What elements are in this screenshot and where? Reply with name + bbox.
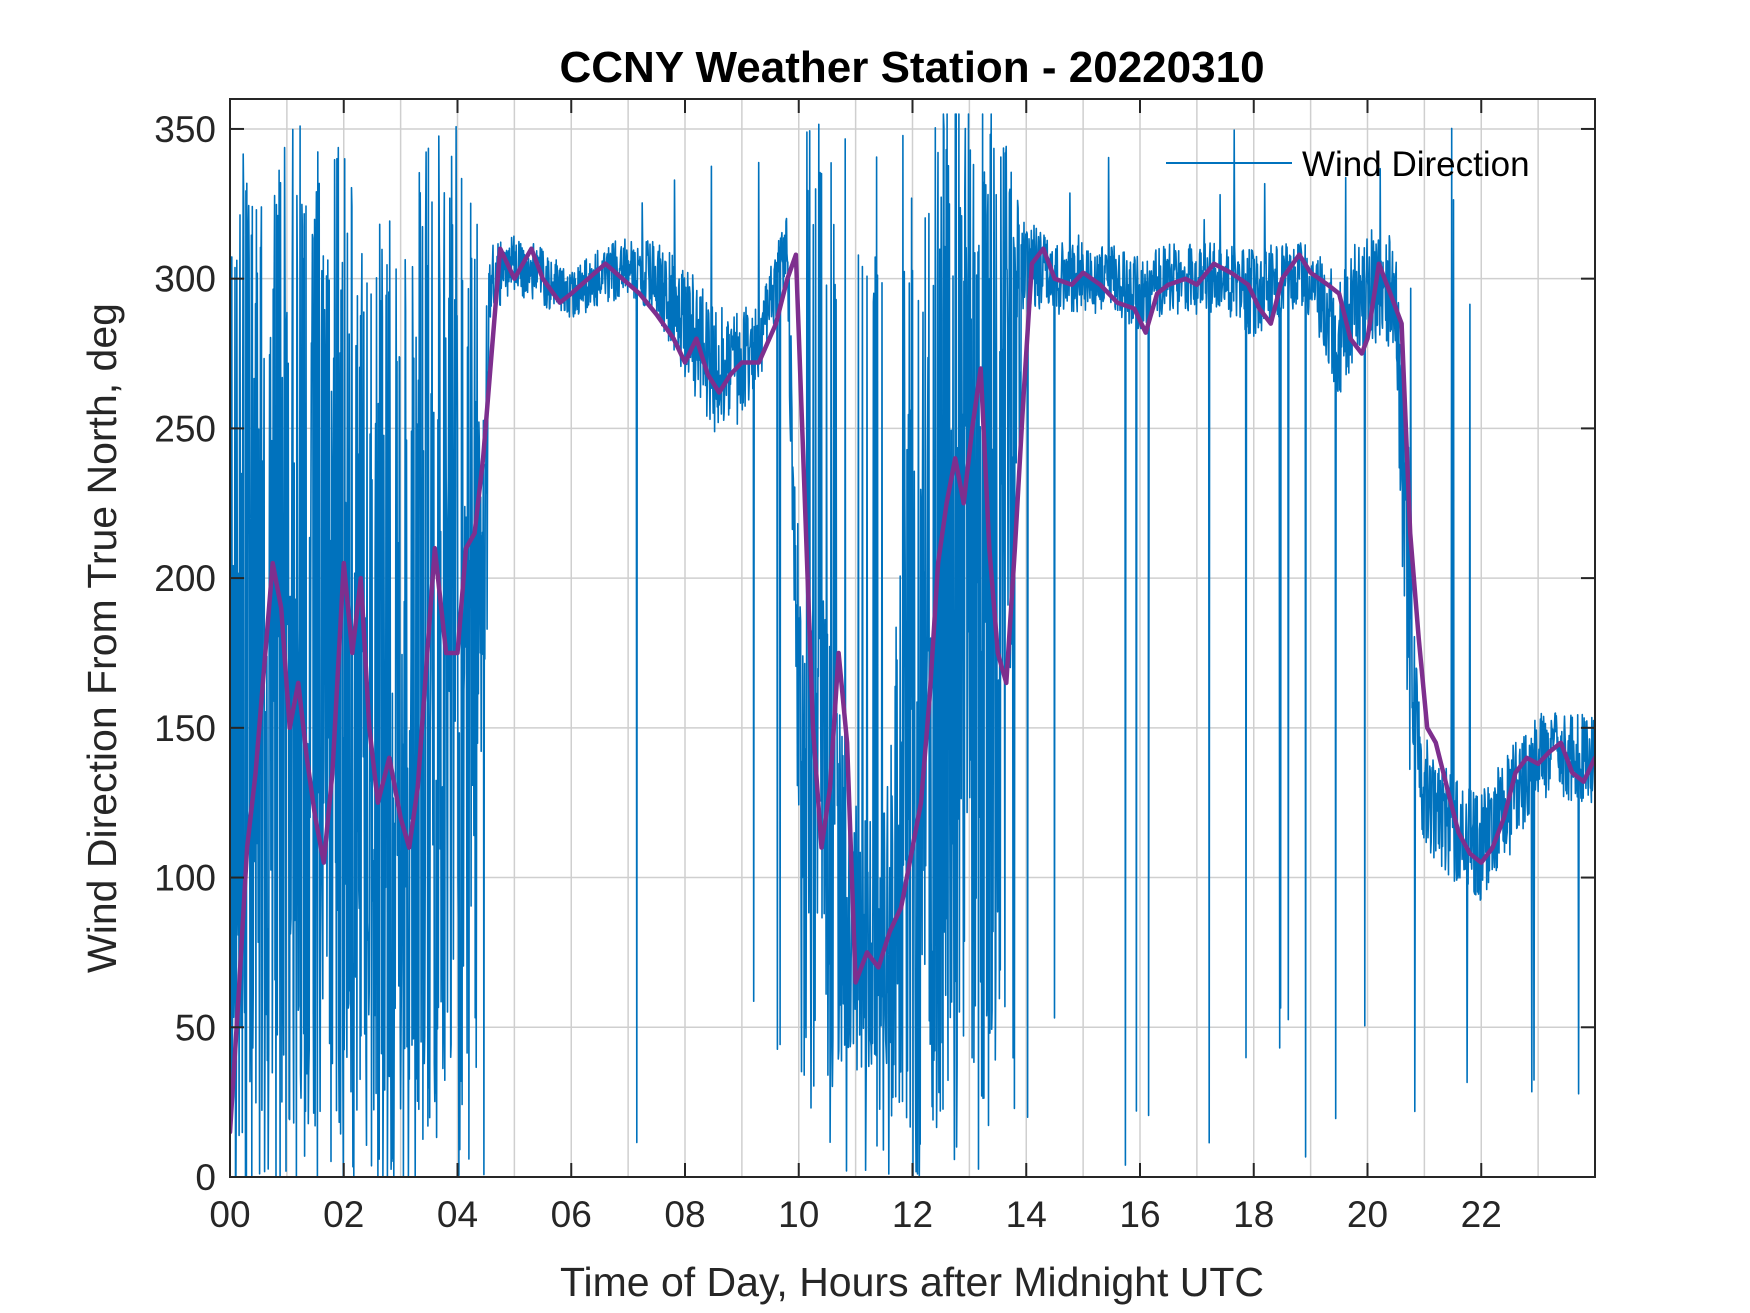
- x-tick-label: 00: [209, 1194, 250, 1235]
- y-tick-label: 150: [154, 708, 216, 749]
- x-tick-label: 22: [1461, 1194, 1502, 1235]
- x-tick-label: 02: [323, 1194, 364, 1235]
- y-axis-label: Wind Direction From True North, deg: [79, 303, 125, 973]
- x-tick-label: 10: [778, 1194, 819, 1235]
- y-tick-label: 0: [195, 1157, 216, 1198]
- series-line-smoothed-direction: [230, 246, 1595, 1135]
- chart-title: CCNY Weather Station - 20220310: [559, 43, 1264, 92]
- x-tick-label: 08: [664, 1194, 705, 1235]
- y-tick-label: 300: [154, 259, 216, 300]
- series-layer: [230, 113, 1595, 1177]
- x-tick-label: 12: [892, 1194, 933, 1235]
- y-tick-label: 200: [154, 558, 216, 599]
- x-tick-labels: 00 02 04 06 08 10 12 14 16 18 20 22: [209, 1194, 1501, 1235]
- x-tick-label: 18: [1233, 1194, 1274, 1235]
- x-tick-label: 06: [551, 1194, 592, 1235]
- x-tick-label: 04: [437, 1194, 478, 1235]
- y-tick-label: 50: [175, 1007, 216, 1048]
- x-tick-label: 16: [1119, 1194, 1160, 1235]
- legend-label-wind-direction: Wind Direction: [1302, 145, 1530, 184]
- y-tick-label: 350: [154, 109, 216, 150]
- x-tick-label: 20: [1347, 1194, 1388, 1235]
- y-tick-label: 100: [154, 858, 216, 899]
- y-tick-label: 250: [154, 408, 216, 449]
- x-axis-label: Time of Day, Hours after Midnight UTC: [560, 1259, 1264, 1305]
- tick-marks: [229, 99, 1595, 1178]
- legend: Wind Direction: [1166, 145, 1530, 184]
- y-tick-labels: 0 50 100 150 200 250 300 350: [154, 109, 216, 1198]
- series-line-wind-direction: [230, 113, 1595, 1177]
- x-tick-label: 14: [1006, 1194, 1047, 1235]
